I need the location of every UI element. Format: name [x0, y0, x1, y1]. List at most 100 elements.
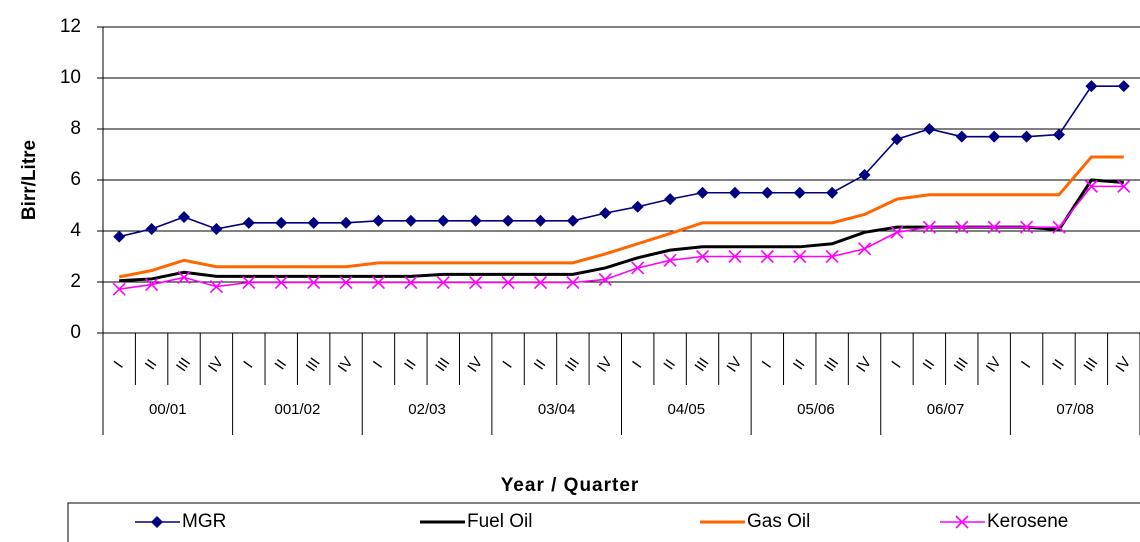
point	[404, 214, 417, 227]
point	[274, 275, 288, 290]
legend-label: Fuel Oil	[467, 511, 532, 532]
x-tick-label: II	[920, 356, 939, 373]
point	[242, 275, 256, 290]
x-tick-label: IV	[983, 354, 1005, 375]
x-tick-label: IV	[853, 354, 875, 375]
y-tick-label: 12	[60, 16, 81, 37]
point	[696, 186, 709, 199]
y-axis-title: Birr/Litre	[19, 140, 40, 220]
x-group-label: 03/04	[538, 401, 576, 418]
y-tick-label: 4	[70, 220, 81, 241]
point	[922, 220, 936, 234]
point	[1020, 220, 1034, 234]
point	[599, 207, 612, 220]
x-tick-label: III	[562, 355, 583, 375]
x-group-label: 06/07	[927, 401, 965, 418]
x-tick-label: II	[401, 356, 420, 373]
x-group-label: 02/03	[408, 401, 446, 418]
legend-marker	[151, 516, 163, 528]
x-tick-label: III	[303, 355, 324, 375]
point	[1085, 80, 1098, 93]
x-tick-label: I	[888, 358, 904, 371]
x-group-label: 00/01	[149, 401, 187, 418]
x-tick-label: IV	[464, 354, 486, 375]
point	[112, 282, 126, 296]
x-tick-label: II	[1049, 356, 1068, 373]
x-tick-label: II	[790, 356, 809, 373]
point	[987, 220, 1001, 234]
x-tick-label: I	[1018, 358, 1034, 371]
point	[145, 222, 158, 235]
point	[1117, 80, 1130, 93]
point	[113, 230, 126, 243]
x-group-label: 07/08	[1056, 401, 1094, 418]
x-tick-label: II	[660, 356, 679, 373]
point	[502, 214, 515, 227]
x-tick-label: III	[1080, 355, 1101, 375]
x-tick-label: I	[629, 358, 645, 371]
y-tick-label: 0	[70, 322, 81, 343]
x-tick-label: III	[692, 355, 713, 375]
x-tick-label: I	[370, 358, 386, 371]
x-tick-label: III	[432, 355, 453, 375]
x-tick-label: IV	[1112, 354, 1134, 375]
x-group-label: 05/06	[797, 401, 835, 418]
y-tick-label: 6	[70, 169, 81, 190]
point	[663, 253, 677, 267]
point	[178, 210, 191, 223]
x-tick-label: II	[271, 356, 290, 373]
point	[825, 249, 839, 264]
point	[923, 123, 936, 135]
x-tick-label: III	[173, 355, 194, 375]
point	[598, 272, 612, 287]
point	[209, 280, 223, 294]
point	[1117, 179, 1131, 193]
y-tick-label: 10	[60, 67, 81, 88]
x-tick-label: III	[951, 355, 972, 375]
point	[761, 186, 774, 199]
point	[242, 216, 255, 229]
point	[145, 277, 159, 292]
x-tick-label: IV	[723, 354, 745, 375]
x-group-label: 04/05	[668, 401, 706, 418]
x-tick-label: III	[821, 355, 842, 375]
legend-label: MGR	[182, 511, 226, 532]
point	[826, 186, 839, 199]
point	[469, 275, 483, 290]
point	[857, 242, 872, 256]
x-tick-label: II	[531, 356, 550, 373]
point	[307, 275, 321, 290]
y-tick-label: 8	[70, 118, 81, 139]
point	[534, 214, 547, 227]
point	[793, 249, 807, 264]
point	[728, 186, 741, 199]
point	[275, 216, 288, 229]
x-tick-label: I	[111, 358, 127, 371]
point	[210, 222, 223, 235]
point	[695, 249, 710, 264]
legend-label: Kerosene	[987, 511, 1068, 532]
point	[955, 220, 969, 234]
x-tick-label: I	[240, 358, 256, 371]
point	[339, 275, 353, 290]
point	[340, 216, 353, 229]
x-tick-label: I	[759, 358, 775, 371]
point	[566, 275, 580, 290]
legend-label: Gas Oil	[747, 511, 810, 532]
x-tick-label: IV	[335, 354, 357, 375]
series-line	[119, 85, 1124, 238]
point	[890, 133, 903, 146]
point	[1052, 220, 1066, 234]
series-line	[119, 185, 1124, 290]
point	[307, 216, 320, 229]
x-axis-title: Year / Quarter	[501, 475, 640, 496]
x-tick-label: IV	[205, 354, 227, 375]
x-group-label: 001/02	[274, 401, 320, 418]
point	[501, 275, 515, 290]
point	[566, 214, 579, 227]
point	[437, 214, 450, 227]
x-tick-label: I	[499, 358, 515, 371]
series-line	[118, 155, 1124, 279]
point	[728, 249, 742, 264]
